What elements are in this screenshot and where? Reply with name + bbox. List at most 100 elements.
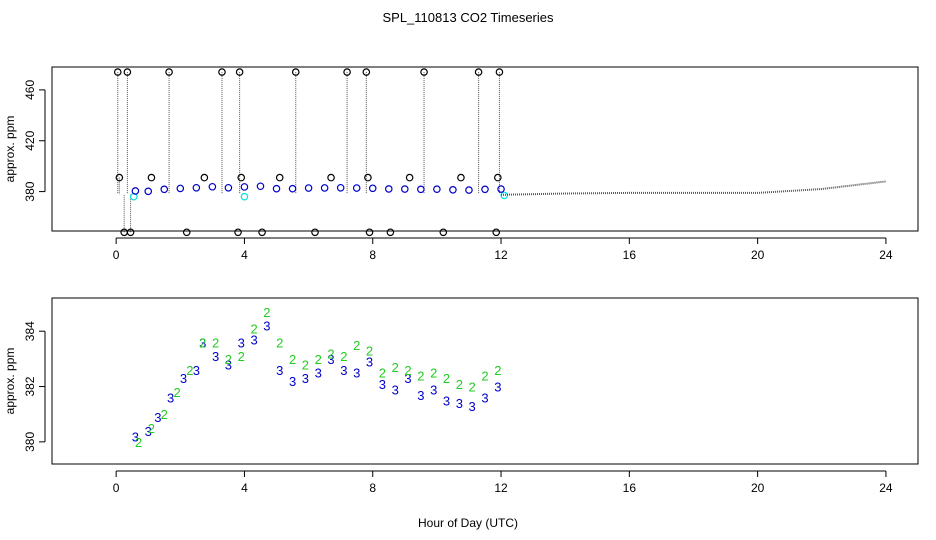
data-point (275, 173, 284, 182)
plot-frame (51, 66, 919, 232)
data-point: 3 (167, 391, 174, 406)
data-point (497, 185, 505, 193)
series-group (113, 68, 887, 237)
data-point (457, 173, 465, 182)
data-point (291, 68, 300, 76)
x-tick-label: 20 (751, 248, 765, 262)
data-point (182, 228, 191, 237)
x-tick-label: 16 (623, 248, 637, 262)
y-axis-title: approx. ppm (3, 348, 17, 415)
x-tick-label: 16 (623, 481, 637, 495)
data-point (304, 184, 313, 192)
data-point: 3 (238, 335, 245, 350)
data-point (352, 184, 361, 192)
data-point (235, 68, 244, 76)
data-point: 2 (443, 371, 450, 386)
y-axis: 380 420 460 approx. ppm (3, 80, 46, 202)
data-point (465, 186, 473, 194)
data-point: 2 (340, 349, 347, 364)
chart-title: SPL_110813 CO2 Timeseries (382, 10, 554, 25)
data-point (218, 68, 226, 76)
data-point: 2 (494, 363, 501, 378)
x-tick-label: 20 (751, 481, 765, 495)
data-point: 2 (417, 368, 424, 383)
data-point: 2 (212, 335, 219, 350)
data-point (258, 228, 266, 237)
x-tick-label: 12 (494, 481, 508, 495)
data-point: 2 (481, 368, 488, 383)
y-tick-label: 380 (23, 181, 37, 201)
data-point (343, 68, 351, 76)
y-tick-label: 420 (23, 130, 37, 150)
data-point: 3 (456, 396, 463, 411)
data-point: 3 (302, 371, 309, 386)
data-point (192, 183, 201, 192)
data-point: 3 (443, 393, 450, 408)
data-point (420, 68, 428, 76)
data-point (160, 185, 169, 194)
data-point: 3 (315, 366, 322, 381)
y-tick-label: 460 (23, 80, 37, 100)
data-point: 3 (327, 352, 334, 367)
data-point (208, 182, 217, 191)
data-point (492, 228, 501, 237)
data-point: 2 (469, 380, 476, 395)
data-point: 2 (263, 305, 270, 320)
data-point: 2 (148, 421, 155, 436)
data-point (115, 173, 124, 182)
data-point: 3 (154, 410, 161, 425)
data-point: 3 (199, 335, 206, 350)
data-point (433, 185, 441, 193)
data-point: 3 (469, 399, 476, 414)
data-point: 3 (225, 357, 232, 372)
y-tick-label: 382 (23, 376, 37, 396)
plot-frame (51, 297, 919, 465)
data-point: 3 (481, 391, 488, 406)
data-point: 2 (289, 352, 296, 367)
data-point (126, 228, 135, 237)
data-point: 3 (430, 382, 437, 397)
data-point (123, 68, 132, 76)
data-point: 2 (315, 352, 322, 367)
y-tick-label: 380 (23, 432, 37, 452)
x-tick-label: 8 (369, 481, 376, 495)
x-tick-label: 24 (879, 248, 893, 262)
x-tick-label: 0 (113, 248, 120, 262)
series-line (500, 180, 887, 196)
data-point: 3 (417, 388, 424, 403)
data-point (364, 173, 372, 182)
data-point (224, 183, 233, 192)
data-point (365, 228, 374, 237)
data-point (272, 184, 281, 193)
data-point (495, 68, 504, 76)
data-point (200, 173, 209, 182)
data-point: 3 (145, 424, 152, 439)
x-axis: 0 4 8 12 16 20 24 (113, 470, 893, 495)
data-point (165, 68, 173, 76)
data-point: 3 (180, 371, 187, 386)
x-axis: 0 4 8 12 16 20 24 (113, 237, 893, 262)
x-tick-label: 8 (369, 248, 376, 262)
data-point: 3 (494, 380, 501, 395)
data-point: 2 (238, 349, 245, 364)
data-point (481, 185, 489, 194)
data-point (384, 185, 393, 193)
data-point (405, 173, 414, 182)
data-point: 3 (340, 363, 347, 378)
data-point (336, 183, 345, 192)
data-point (144, 187, 153, 196)
data-point: 3 (353, 366, 360, 381)
x-tick-label: 4 (241, 481, 248, 495)
data-point: 2 (135, 435, 142, 450)
y-tick-label: 384 (23, 321, 37, 341)
data-point: 2 (199, 335, 206, 350)
data-point (311, 228, 319, 237)
data-point (368, 184, 377, 193)
data-point (386, 228, 395, 237)
data-point: 3 (250, 333, 257, 348)
data-point (327, 173, 335, 182)
x-axis-title: Hour of Day (UTC) (418, 516, 518, 530)
x-tick-label: 4 (241, 248, 248, 262)
